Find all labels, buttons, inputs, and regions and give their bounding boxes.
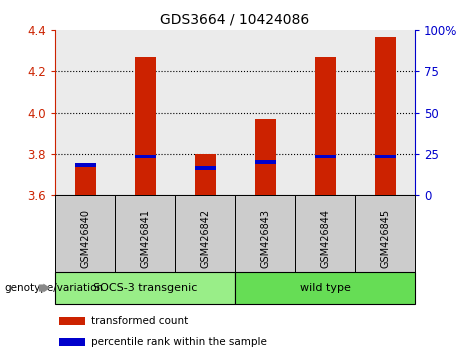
Bar [355,195,415,272]
Bar [135,57,155,195]
Bar [254,119,276,195]
Bar [55,195,115,272]
Bar [55,272,235,304]
Text: percentile rank within the sample: percentile rank within the sample [91,337,267,347]
Bar [195,154,215,195]
Text: GSM426845: GSM426845 [380,209,390,268]
Text: SOCS-3 transgenic: SOCS-3 transgenic [93,283,197,293]
Text: GSM426841: GSM426841 [140,209,150,268]
Bar [115,195,175,272]
Text: GSM426840: GSM426840 [80,209,90,268]
Bar [195,166,215,170]
Text: wild type: wild type [300,283,350,293]
Text: GSM426843: GSM426843 [260,209,270,268]
Bar [295,195,355,272]
Bar [374,36,396,195]
Bar [254,160,276,164]
Bar [235,195,295,272]
Bar [75,163,95,166]
Bar [314,155,336,158]
Bar [135,155,155,158]
Bar [314,57,336,195]
Text: GSM426842: GSM426842 [200,209,210,268]
Bar [235,272,415,304]
Bar [59,338,84,346]
Text: transformed count: transformed count [91,316,188,326]
Bar [374,155,396,158]
Bar [59,317,84,325]
Text: genotype/variation: genotype/variation [5,283,104,293]
Bar [175,195,235,272]
Bar [75,164,95,195]
Title: GDS3664 / 10424086: GDS3664 / 10424086 [160,12,310,26]
Text: GSM426844: GSM426844 [320,209,330,268]
